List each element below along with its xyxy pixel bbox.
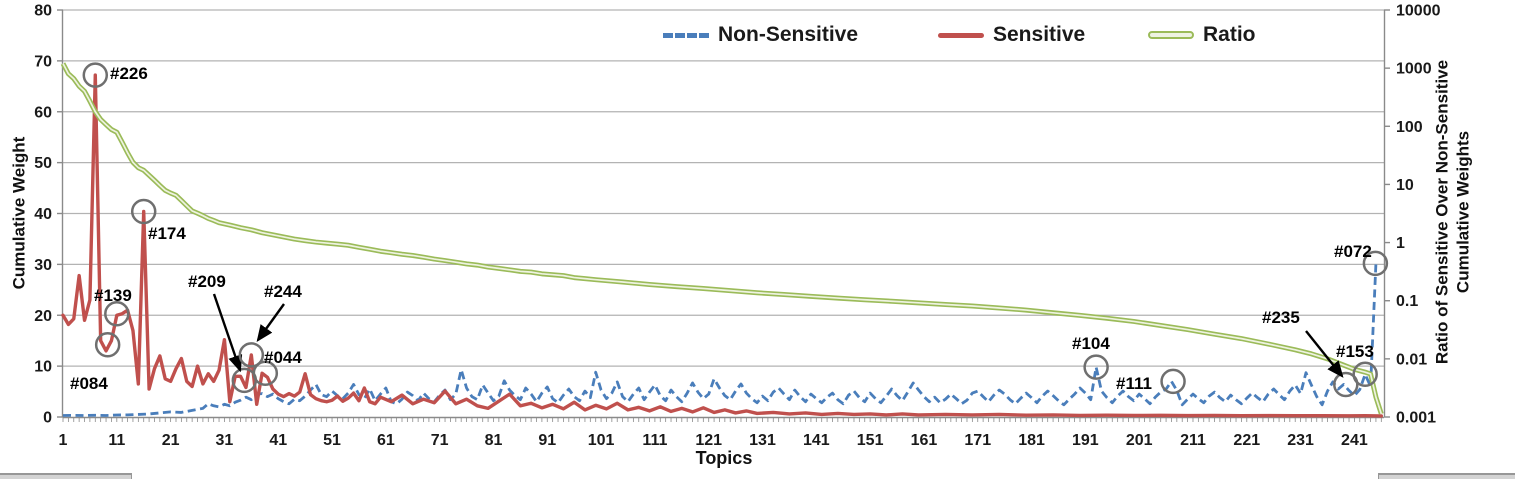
annotation-label-153: #153 xyxy=(1336,342,1374,361)
left-tick-label-50: 50 xyxy=(34,155,52,172)
x-tick-label-61: 61 xyxy=(377,432,395,449)
legend-label-ratio: Ratio xyxy=(1203,23,1256,46)
annotation-circle-044 xyxy=(252,360,279,386)
x-tick-label-121: 121 xyxy=(695,432,722,449)
left-tick-label-60: 60 xyxy=(34,104,52,121)
right-tick-label-10: 10 xyxy=(1396,177,1414,194)
x-tick-label-21: 21 xyxy=(162,432,180,449)
annotation-circle-072 xyxy=(1362,250,1389,277)
annotation-label-209: #209 xyxy=(188,272,226,291)
series-sensitive-line xyxy=(61,73,1384,418)
annotation-circle-153 xyxy=(1352,361,1378,388)
non-sensitive-dashed-line-icon xyxy=(663,32,709,38)
x-tick-label-231: 231 xyxy=(1287,432,1314,449)
legend-item-ratio[interactable]: Ratio xyxy=(1148,22,1256,48)
left-tick-label-20: 20 xyxy=(34,308,52,325)
annotation-circle-084 xyxy=(94,332,121,358)
x-tick-label-41: 41 xyxy=(269,432,287,449)
x-axis-title: Topics xyxy=(695,448,753,468)
bottom-right-ui-fragment xyxy=(1378,473,1515,479)
annotation-label-244: #244 xyxy=(264,282,302,301)
left-tick-label-80: 80 xyxy=(34,3,52,20)
annotation-label-139: #139 xyxy=(94,286,132,305)
x-tick-label-91: 91 xyxy=(538,432,556,449)
x-tick-label-81: 81 xyxy=(485,432,503,449)
legend-label-non-sensitive: Non-Sensitive xyxy=(718,23,859,46)
x-tick-label-101: 101 xyxy=(588,432,615,449)
legend-label-sensitive: Sensitive xyxy=(993,23,1086,46)
annotation-label-174: #174 xyxy=(148,224,186,243)
x-tick-label-71: 71 xyxy=(431,432,449,449)
x-tick-label-211: 211 xyxy=(1180,432,1206,449)
annotation-arrow-235 xyxy=(1305,330,1344,378)
x-tick-label-141: 141 xyxy=(803,432,830,449)
left-tick-label-70: 70 xyxy=(34,53,52,70)
left-tick-label-30: 30 xyxy=(34,257,52,274)
right-axis-title-line1: Ratio of Sensitive Over Non-Sensitive xyxy=(1432,59,1452,365)
annotation-label-104: #104 xyxy=(1072,334,1110,353)
legend-item-sensitive[interactable]: Sensitive xyxy=(938,22,1085,48)
right-tick-label-10000: 10000 xyxy=(1396,3,1441,20)
x-tick-label-201: 201 xyxy=(1126,432,1153,449)
annotation-label-044: #044 xyxy=(264,348,302,367)
annotation-circle-235 xyxy=(1333,371,1359,398)
left-axis-title: Cumulative Weight xyxy=(9,136,29,290)
right-tick-label-0.01: 0.01 xyxy=(1396,351,1427,368)
annotation-circle-244 xyxy=(238,342,265,368)
x-tick-label-1: 1 xyxy=(59,432,68,449)
annotation-arrow-244 xyxy=(256,303,285,342)
ratio-line-icon xyxy=(1148,31,1194,39)
annotation-label-084: #084 xyxy=(70,374,108,393)
x-tick-label-151: 151 xyxy=(857,432,884,449)
annotation-circle-139 xyxy=(104,300,130,327)
left-tick-label-40: 40 xyxy=(34,206,52,223)
x-tick-label-161: 161 xyxy=(911,432,938,449)
right-tick-label-1000: 1000 xyxy=(1396,61,1432,78)
legend-item-non-sensitive[interactable]: Non-Sensitive xyxy=(663,22,858,48)
series-ratio-line-highlight xyxy=(62,63,1383,415)
right-tick-label-0.1: 0.1 xyxy=(1396,293,1418,310)
sensitive-solid-line-icon xyxy=(938,32,984,38)
series-non-sensitive-line xyxy=(62,263,1378,417)
right-tick-label-100: 100 xyxy=(1396,119,1423,136)
x-tick-label-51: 51 xyxy=(323,432,341,449)
right-axis-title: Ratio of Sensitive Over Non-Sensitive Cu… xyxy=(1432,0,1474,452)
annotation-circle-174 xyxy=(130,198,157,225)
x-tick-label-241: 241 xyxy=(1341,432,1368,449)
annotation-label-072: #072 xyxy=(1334,242,1372,261)
left-tick-label-0: 0 xyxy=(43,410,52,427)
bottom-left-ui-fragment xyxy=(0,473,132,479)
x-tick-label-111: 111 xyxy=(642,432,667,449)
x-tick-label-181: 181 xyxy=(1018,432,1045,449)
x-tick-label-131: 131 xyxy=(749,432,776,449)
annotation-circle-226 xyxy=(82,62,109,88)
annotation-arrow-209 xyxy=(212,293,243,373)
annotation-label-111: #111 xyxy=(1116,374,1152,393)
right-tick-label-0.001: 0.001 xyxy=(1396,410,1436,427)
annotation-circle-111 xyxy=(1160,368,1186,395)
x-tick-label-11: 11 xyxy=(108,432,125,449)
annotation-label-226: #226 xyxy=(110,64,148,83)
x-tick-label-171: 171 xyxy=(964,432,991,449)
left-tick-label-10: 10 xyxy=(34,359,52,376)
x-tick-label-191: 191 xyxy=(1072,432,1099,449)
annotation-circle-104 xyxy=(1083,354,1109,380)
x-tick-label-31: 31 xyxy=(216,432,234,449)
right-tick-label-1: 1 xyxy=(1396,235,1405,252)
annotation-label-235: #235 xyxy=(1262,308,1300,327)
x-tick-label-221: 221 xyxy=(1233,432,1260,449)
right-axis-title-line2: Cumulative Weights xyxy=(1453,130,1473,294)
